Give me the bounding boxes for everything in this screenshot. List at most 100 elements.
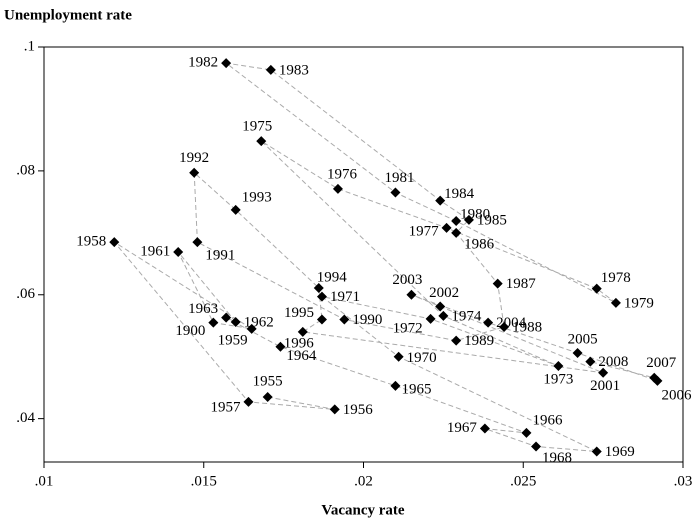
- point-label: 1983: [279, 62, 309, 78]
- point-label: 1995: [284, 305, 314, 321]
- point: [390, 380, 401, 391]
- point-label: 1970: [407, 350, 437, 366]
- x-tick-label: .02: [354, 473, 373, 489]
- point: [230, 204, 241, 215]
- point-label: 1978: [601, 270, 631, 286]
- point-label: 1968: [542, 450, 572, 466]
- point: [173, 247, 184, 258]
- point: [221, 312, 232, 323]
- point-label: 2001: [590, 378, 620, 394]
- point: [390, 187, 401, 198]
- point: [265, 64, 276, 75]
- connecting-line: [113, 62, 658, 452]
- point-label: 2003: [392, 272, 422, 288]
- point: [438, 310, 449, 321]
- point-label: 1996: [284, 335, 315, 351]
- point-label: 2004: [496, 315, 526, 331]
- point: [406, 289, 417, 300]
- point: [483, 317, 494, 328]
- point: [492, 278, 503, 289]
- point: [521, 427, 532, 438]
- point-label: 1973: [543, 371, 573, 387]
- point-label: 1961: [140, 243, 170, 259]
- point-label: 1969: [605, 444, 635, 460]
- point-label: 2006: [661, 387, 692, 403]
- point-label: 1900: [175, 323, 205, 339]
- x-tick-label: .03: [674, 473, 693, 489]
- point: [463, 214, 474, 225]
- point: [332, 183, 343, 194]
- point: [441, 222, 452, 233]
- point: [316, 314, 327, 325]
- x-tick-label: .025: [510, 473, 536, 489]
- point: [425, 313, 436, 324]
- point-label: 1963: [188, 301, 218, 317]
- point: [246, 323, 257, 334]
- point-label: 1989: [464, 333, 494, 349]
- point-label: 1979: [624, 295, 654, 311]
- point-label: 1956: [343, 402, 374, 418]
- point-label: 2005: [568, 331, 598, 347]
- point: [275, 341, 286, 352]
- point-label: 1988: [512, 319, 542, 335]
- point: [256, 136, 267, 147]
- point: [531, 441, 542, 452]
- point: [208, 317, 219, 328]
- y-tick-label: .08: [16, 162, 35, 178]
- point-label: 1971: [330, 289, 360, 305]
- point: [591, 446, 602, 457]
- point-label: 1967: [447, 420, 478, 436]
- x-tick-label: .01: [35, 473, 54, 489]
- point-label: 1964: [286, 348, 317, 364]
- point-label: 1990: [352, 312, 382, 328]
- point: [435, 301, 446, 312]
- y-axis-title: Unemployment rate: [4, 7, 132, 23]
- point: [435, 195, 446, 206]
- point-label: 1972: [393, 320, 423, 336]
- point-label: 1975: [242, 119, 272, 135]
- point-label: 1977: [409, 223, 440, 239]
- point: [572, 347, 583, 358]
- point: [598, 367, 609, 378]
- point-label: 1955: [253, 373, 283, 389]
- point-label: 1991: [205, 248, 235, 264]
- point: [499, 321, 510, 332]
- point: [189, 167, 200, 178]
- point: [297, 326, 308, 337]
- y-tick-label: .06: [16, 286, 35, 302]
- point-label: 2002: [429, 285, 459, 301]
- point-label: 2008: [598, 354, 628, 370]
- y-tick-label: .04: [16, 410, 35, 426]
- point: [313, 282, 324, 293]
- point: [329, 404, 340, 415]
- point: [192, 237, 203, 248]
- point: [109, 237, 120, 248]
- point-label: 1965: [401, 381, 431, 397]
- point: [393, 351, 404, 362]
- point-label: 1962: [244, 314, 274, 330]
- point: [591, 283, 602, 294]
- point: [451, 227, 462, 238]
- point: [230, 317, 241, 328]
- point: [649, 372, 660, 383]
- x-tick-label: .015: [191, 473, 217, 489]
- point: [339, 314, 350, 325]
- y-tick-label: .1: [24, 38, 35, 54]
- point: [316, 291, 327, 302]
- point: [243, 396, 254, 407]
- point-label: 1974: [451, 308, 482, 324]
- point: [479, 423, 490, 434]
- point-label: 1981: [384, 170, 414, 186]
- point-label: 1986: [464, 236, 495, 252]
- point: [221, 58, 232, 69]
- point: [451, 335, 462, 346]
- point-label: 1959: [218, 332, 248, 348]
- point-label: 1994: [317, 269, 348, 285]
- point-label: 1993: [242, 189, 272, 205]
- point-label: 1958: [76, 234, 106, 250]
- point: [610, 297, 621, 308]
- point-label: 1992: [179, 150, 209, 166]
- point: [585, 356, 596, 367]
- point: [553, 360, 564, 371]
